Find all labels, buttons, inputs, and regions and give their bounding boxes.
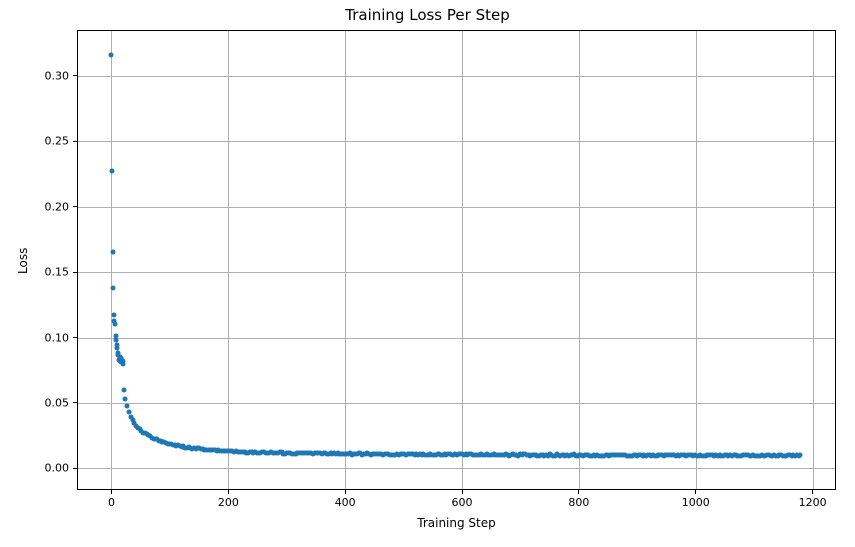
- x-tick-label: 600: [452, 496, 473, 509]
- grid-line-horizontal: [77, 272, 836, 273]
- y-tick-mark: [73, 75, 77, 76]
- y-tick-mark: [73, 337, 77, 338]
- data-point: [121, 361, 126, 366]
- y-tick-label: 0.10: [45, 331, 70, 344]
- y-tick-mark: [73, 272, 77, 273]
- y-tick-mark: [73, 206, 77, 207]
- y-axis-label: Loss: [16, 248, 30, 274]
- axis-spine-top: [77, 30, 836, 31]
- x-tick-mark: [228, 490, 229, 494]
- grid-line-vertical: [228, 30, 229, 490]
- x-tick-label: 0: [108, 496, 115, 509]
- data-point: [123, 396, 128, 401]
- grid-line-horizontal: [77, 76, 836, 77]
- y-tick-mark: [73, 141, 77, 142]
- grid-line-vertical: [813, 30, 814, 490]
- plot-area: [77, 30, 836, 490]
- y-tick-label: 0.25: [45, 135, 70, 148]
- grid-line-horizontal: [77, 338, 836, 339]
- grid-line-horizontal: [77, 141, 836, 142]
- x-tick-label: 1200: [799, 496, 827, 509]
- y-tick-mark: [73, 402, 77, 403]
- x-tick-mark: [695, 490, 696, 494]
- figure: Training Loss Per Step Loss Training Ste…: [0, 0, 855, 547]
- x-tick-label: 200: [218, 496, 239, 509]
- grid-line-vertical: [462, 30, 463, 490]
- data-point: [110, 250, 115, 255]
- y-tick-label: 0.00: [45, 462, 70, 475]
- grid-line-vertical: [696, 30, 697, 490]
- grid-line-horizontal: [77, 468, 836, 469]
- y-tick-label: 0.05: [45, 396, 70, 409]
- x-tick-label: 400: [335, 496, 356, 509]
- data-point: [798, 453, 803, 458]
- x-tick-mark: [812, 490, 813, 494]
- y-tick-label: 0.15: [45, 266, 70, 279]
- data-point: [110, 169, 115, 174]
- axis-spine-right: [835, 30, 836, 490]
- data-point: [112, 322, 117, 327]
- x-axis-label: Training Step: [77, 516, 836, 530]
- y-tick-mark: [73, 468, 77, 469]
- x-tick-mark: [111, 490, 112, 494]
- x-tick-mark: [345, 490, 346, 494]
- x-tick-mark: [462, 490, 463, 494]
- data-point: [121, 387, 126, 392]
- axis-spine-left: [77, 30, 78, 490]
- grid-line-vertical: [345, 30, 346, 490]
- x-tick-label: 800: [568, 496, 589, 509]
- data-point: [125, 403, 130, 408]
- grid-line-vertical: [111, 30, 112, 490]
- chart-title: Training Loss Per Step: [0, 6, 855, 24]
- y-tick-label: 0.20: [45, 200, 70, 213]
- data-point: [109, 52, 114, 57]
- grid-line-horizontal: [77, 403, 836, 404]
- data-point: [111, 285, 116, 290]
- x-tick-label: 1000: [682, 496, 710, 509]
- y-tick-label: 0.30: [45, 69, 70, 82]
- axis-spine-bottom: [77, 489, 836, 490]
- data-point: [115, 343, 120, 348]
- grid-line-vertical: [579, 30, 580, 490]
- x-tick-mark: [578, 490, 579, 494]
- grid-line-horizontal: [77, 207, 836, 208]
